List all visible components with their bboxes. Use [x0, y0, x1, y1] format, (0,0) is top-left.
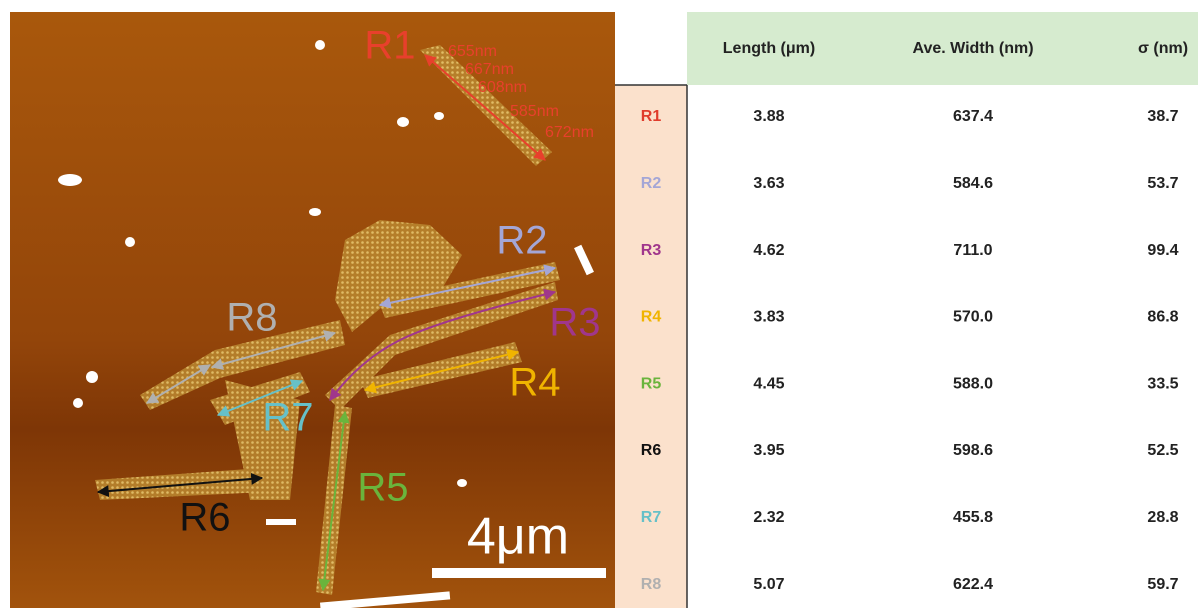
row-label: R2	[641, 175, 662, 192]
measurement: 667nm	[465, 61, 514, 78]
table-cell: 52.5	[1147, 442, 1178, 459]
table-cell: 33.5	[1147, 375, 1178, 392]
region-label: R5	[357, 466, 408, 510]
scale-bar	[432, 568, 606, 578]
afm-image: R1 R2 R3 R4 R5 R6 R7 R8 655nm 667nm 608n…	[10, 12, 615, 610]
table-cell: 622.4	[953, 576, 993, 593]
row-label: R3	[641, 242, 662, 259]
region-label: R1	[364, 24, 415, 68]
table-cell: 86.8	[1147, 309, 1178, 326]
row-label: R6	[641, 442, 662, 459]
table-cell: 53.7	[1147, 175, 1178, 192]
row-label: R8	[641, 576, 662, 593]
row-label: R1	[641, 108, 662, 125]
table: Length (μm) Ave. Width (nm) σ (nm) R1 3.88 63…	[615, 12, 1198, 608]
column-header: Ave. Width (nm)	[912, 40, 1033, 57]
table-cell: 3.88	[753, 108, 784, 125]
table-cell: 4.62	[753, 242, 784, 259]
table-cell: 584.6	[953, 175, 993, 192]
table-cell: 598.6	[953, 442, 993, 459]
measurement: 655nm	[448, 43, 497, 60]
region-label: R8	[226, 296, 277, 340]
scale-bar-label: 4μm	[467, 508, 569, 566]
table-cell: 637.4	[953, 108, 993, 125]
measurement: 585nm	[510, 103, 559, 120]
column-header: Length (μm)	[723, 40, 815, 57]
region-label: R3	[549, 301, 600, 345]
table-cell: 38.7	[1147, 108, 1178, 125]
measurement: 672nm	[545, 124, 594, 141]
page: R1 R2 R3 R4 R5 R6 R7 R8 655nm 667nm 608n…	[0, 0, 1198, 610]
table-cell: 3.95	[753, 442, 784, 459]
table-cell: 570.0	[953, 309, 993, 326]
measurement: 608nm	[478, 79, 527, 96]
table-cell: 3.63	[753, 175, 784, 192]
table-cell: 455.8	[953, 509, 993, 526]
column-header: σ (nm)	[1138, 40, 1188, 57]
table-cell: 2.32	[753, 509, 784, 526]
table-cell: 4.45	[753, 375, 784, 392]
table-cell: 28.8	[1147, 509, 1178, 526]
table-cell: 711.0	[953, 242, 992, 259]
region-label: R6	[179, 496, 230, 540]
region-label: R4	[509, 361, 560, 405]
table-cell: 59.7	[1147, 576, 1178, 593]
table-cell: 3.83	[753, 309, 784, 326]
table-cell: 588.0	[953, 375, 993, 392]
row-label: R5	[641, 375, 662, 392]
region-label: R2	[496, 219, 547, 263]
table-cell: 99.4	[1147, 242, 1178, 259]
figure: R1 R2 R3 R4 R5 R6 R7 R8 655nm 667nm 608n…	[0, 0, 1198, 610]
region-label: R7	[262, 396, 313, 440]
row-label: R4	[641, 309, 662, 326]
row-label: R7	[641, 509, 662, 526]
table-cell: 5.07	[753, 576, 784, 593]
